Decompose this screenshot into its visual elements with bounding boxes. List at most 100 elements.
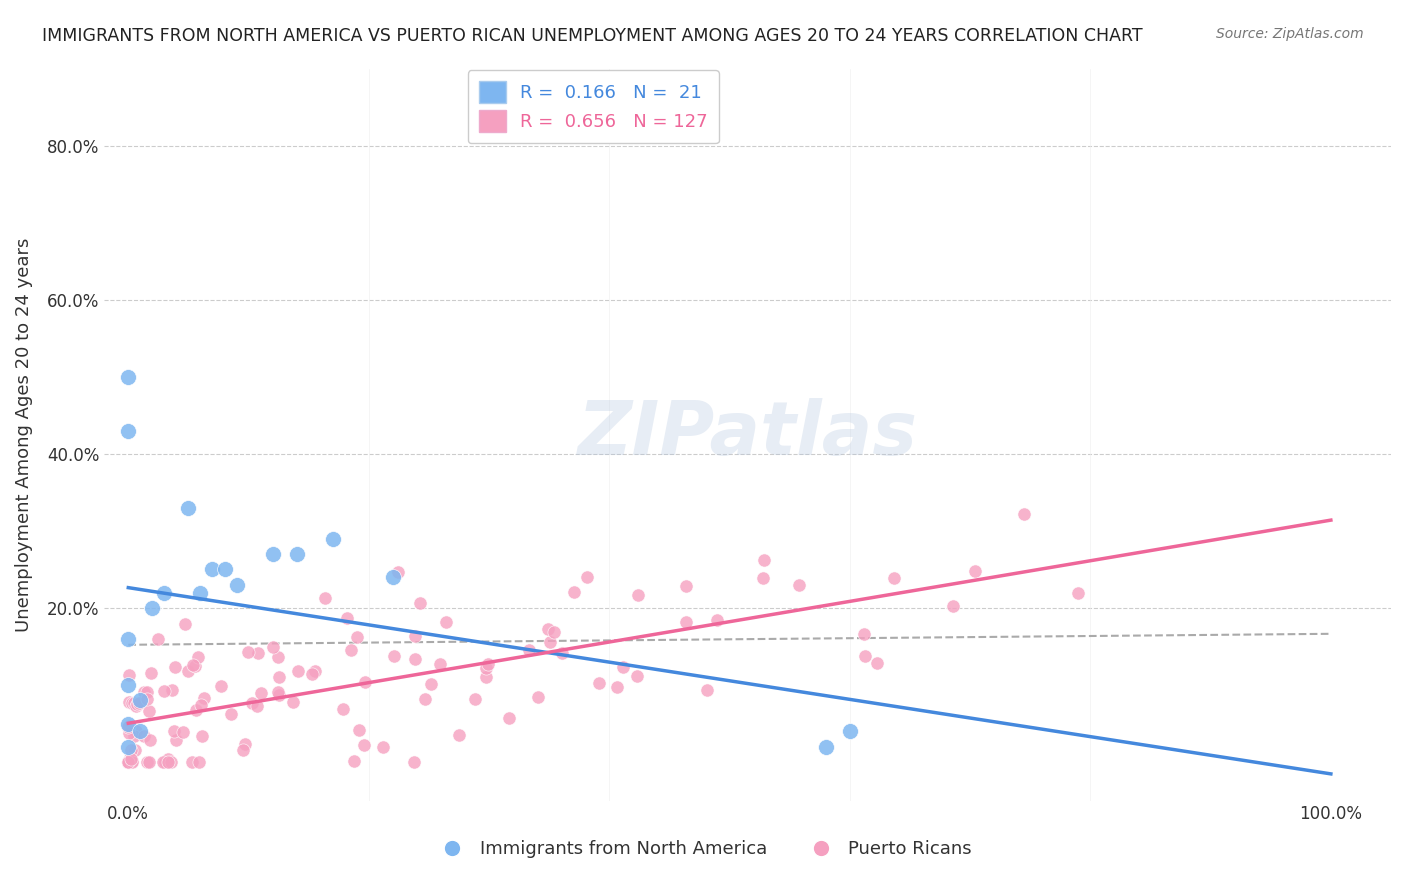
Point (184, 658, 207, 673)
Point (136, 685, 159, 699)
Point (129, 724, 152, 739)
Point (163, 659, 186, 673)
Point (752, 553, 775, 567)
Point (190, 585, 212, 599)
Point (429, 657, 451, 671)
Point (121, 754, 143, 768)
Point (340, 642, 363, 657)
Point (233, 737, 256, 751)
Point (373, 739, 395, 754)
Point (225, 578, 247, 592)
Point (187, 650, 209, 665)
Point (606, 680, 628, 694)
Point (117, 632, 139, 646)
Legend: R =  0.166   N =  21, R =  0.656   N = 127: R = 0.166 N = 21, R = 0.656 N = 127 (468, 70, 718, 144)
Point (118, 725, 141, 739)
Point (249, 686, 271, 700)
Point (335, 611, 357, 625)
Point (464, 691, 486, 706)
Point (285, 547, 308, 561)
Point (852, 627, 875, 641)
Point (117, 678, 139, 692)
Point (474, 670, 496, 684)
Point (447, 727, 470, 741)
Point (209, 679, 232, 693)
Point (588, 676, 610, 690)
Point (128, 696, 150, 710)
Point (201, 562, 224, 576)
Point (118, 751, 141, 765)
Point (118, 755, 141, 769)
Point (301, 666, 323, 681)
Y-axis label: Unemployment Among Ages 20 to 24 years: Unemployment Among Ages 20 to 24 years (15, 237, 32, 632)
Point (267, 688, 290, 702)
Point (172, 724, 194, 739)
Point (132, 729, 155, 743)
Point (177, 664, 200, 678)
Point (387, 565, 409, 579)
Point (124, 743, 146, 757)
Point (125, 724, 148, 739)
Point (232, 743, 254, 757)
Point (117, 667, 139, 681)
Point (146, 632, 169, 647)
Point (117, 424, 139, 438)
Point (696, 683, 718, 698)
Point (184, 703, 207, 717)
Point (125, 698, 148, 713)
Point (527, 690, 550, 704)
Point (434, 615, 457, 629)
Point (269, 669, 291, 683)
Point (883, 571, 905, 585)
Point (551, 646, 574, 660)
Point (517, 643, 540, 657)
Point (866, 656, 889, 670)
Point (118, 755, 141, 769)
Point (117, 739, 139, 754)
Point (475, 661, 498, 675)
Point (626, 669, 648, 683)
Point (322, 532, 344, 546)
Point (118, 694, 141, 708)
Point (141, 601, 163, 615)
Point (165, 733, 187, 747)
Point (135, 691, 157, 706)
Point (384, 649, 406, 664)
Point (626, 588, 648, 602)
Point (1012, 507, 1035, 521)
Point (236, 645, 259, 659)
Point (160, 755, 183, 769)
Point (343, 754, 366, 768)
Point (120, 743, 142, 757)
Point (187, 755, 209, 769)
Point (814, 739, 837, 754)
Point (160, 683, 183, 698)
Point (138, 755, 160, 769)
Point (157, 752, 180, 766)
Point (1067, 586, 1090, 600)
Point (117, 720, 139, 734)
Point (576, 570, 599, 584)
Point (266, 649, 288, 664)
Point (332, 702, 354, 716)
Point (117, 755, 139, 769)
Point (346, 630, 368, 644)
Point (353, 738, 375, 752)
Point (262, 547, 284, 561)
Point (402, 755, 425, 769)
Point (117, 716, 139, 731)
Point (477, 657, 499, 671)
Point (354, 674, 377, 689)
Point (190, 729, 212, 743)
Point (413, 692, 436, 706)
Point (853, 649, 876, 664)
Point (177, 500, 200, 515)
Point (304, 664, 326, 678)
Point (129, 693, 152, 707)
Point (174, 616, 197, 631)
Point (381, 570, 404, 584)
Point (267, 685, 290, 699)
Point (543, 625, 565, 640)
Point (287, 665, 309, 679)
Point (121, 755, 143, 769)
